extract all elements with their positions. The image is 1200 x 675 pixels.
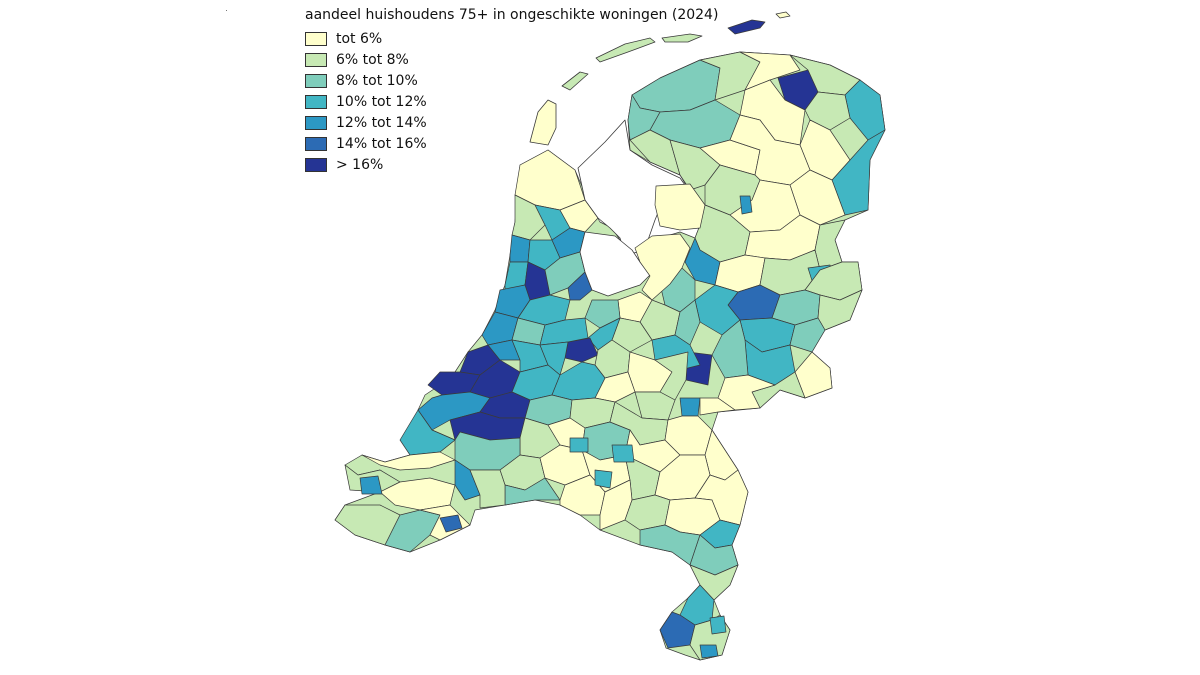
municipality [704, 429, 739, 481]
municipality [699, 397, 736, 416]
municipality [439, 514, 463, 533]
municipality [699, 644, 719, 659]
lake-ijsselmeer [577, 119, 691, 256]
lake-markermeer [579, 231, 651, 297]
island-ameland [661, 33, 703, 43]
stray-dot [226, 10, 227, 11]
municipality [569, 437, 589, 453]
municipality [509, 234, 531, 263]
legend-label: 6% tot 8% [336, 51, 409, 68]
municipality [794, 351, 833, 399]
legend-label: > 16% [336, 156, 384, 173]
municipality [539, 341, 569, 376]
municipality-layer [334, 51, 886, 661]
island-small [775, 11, 791, 19]
legend-label: 14% tot 16% [336, 135, 427, 152]
legend-swatch [305, 73, 327, 88]
region-noordoostpolder [654, 183, 706, 231]
legend-label: 12% tot 14% [336, 114, 427, 131]
legend-label: tot 6% [336, 30, 383, 47]
legend-swatch [305, 31, 327, 46]
municipality [379, 477, 456, 511]
municipality [594, 469, 613, 489]
legend-swatch [305, 136, 327, 151]
legend-swatch [305, 157, 327, 172]
legend-item: tot 6% [305, 28, 718, 49]
municipality [611, 444, 635, 463]
island-schiermonnikoog [727, 19, 766, 35]
island-texel [529, 99, 557, 146]
legend-swatch [305, 115, 327, 130]
municipality [674, 299, 701, 346]
map-legend: aandeel huishoudens 75+ in ongeschikte w… [305, 6, 718, 175]
municipality [454, 459, 481, 501]
municipality [359, 475, 383, 495]
netherlands-map [334, 11, 886, 661]
legend-item: 8% tot 10% [305, 70, 718, 91]
municipality [469, 469, 506, 509]
municipality [559, 199, 599, 233]
municipality [709, 615, 727, 635]
legend-label: 10% tot 12% [336, 93, 427, 110]
region-flevoland [634, 233, 691, 301]
legend-title: aandeel huishoudens 75+ in ongeschikte w… [305, 7, 719, 23]
municipality [634, 391, 676, 421]
municipality [789, 317, 826, 353]
legend-item: 12% tot 14% [305, 112, 718, 133]
island-vlieland [561, 71, 589, 91]
island-terschelling [595, 37, 656, 63]
legend-swatch [305, 94, 327, 109]
legend-item: 14% tot 16% [305, 133, 718, 154]
legend-label: 8% tot 10% [336, 72, 418, 89]
legend-item: 10% tot 12% [305, 91, 718, 112]
municipality [624, 494, 671, 531]
municipality [559, 474, 606, 516]
legend-items: tot 6% 6% tot 8% 8% tot 10% 10% tot 12% 12% … [305, 28, 718, 175]
municipality [567, 271, 593, 301]
legend-item: > 16% [305, 154, 718, 175]
legend-swatch [305, 52, 327, 67]
legend-item: 6% tot 8% [305, 49, 718, 70]
municipality [739, 195, 753, 215]
municipality [679, 397, 701, 417]
